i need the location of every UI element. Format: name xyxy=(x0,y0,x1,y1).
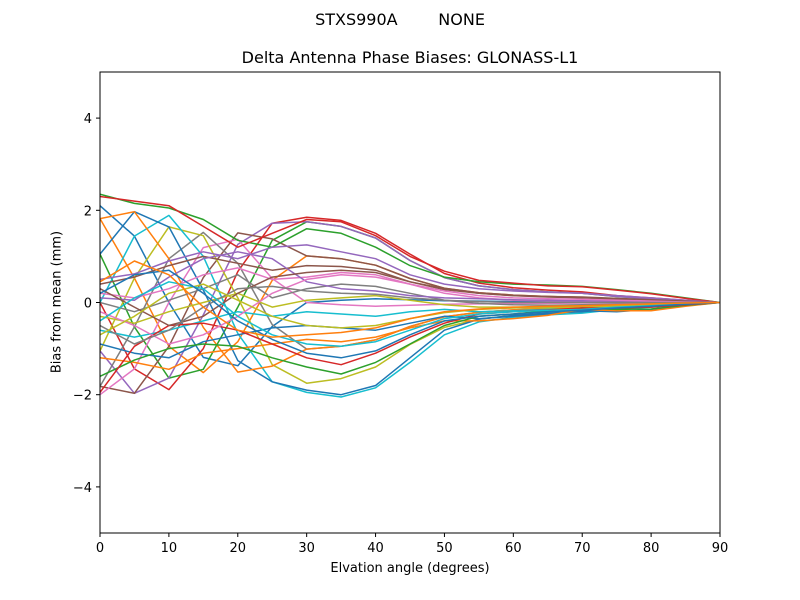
x-tick: 80 xyxy=(643,533,660,556)
series-line-az345 xyxy=(100,301,720,393)
y-tick: 2 xyxy=(84,204,100,219)
x-tick: 20 xyxy=(230,533,247,556)
y-axis-ticks: −4 −2 0 2 4 xyxy=(73,112,100,496)
y-tick: 0 xyxy=(84,297,100,312)
series-line-az050 xyxy=(100,269,720,327)
series-line-az320 xyxy=(100,260,720,338)
y-tick: −2 xyxy=(73,389,100,404)
series-line-az255 xyxy=(100,301,720,359)
y-tick-label: −2 xyxy=(73,389,92,404)
x-tick-label: 80 xyxy=(643,541,660,556)
figure-suptitle: STXS990A NONE xyxy=(315,10,485,29)
series-line-az045 xyxy=(100,195,720,304)
x-tick-label: 40 xyxy=(367,541,384,556)
series-line-az290 xyxy=(100,269,720,359)
x-tick-label: 0 xyxy=(96,541,104,556)
x-tick-label: 30 xyxy=(298,541,315,556)
series-line-az315 xyxy=(100,301,720,377)
series-line-az250 xyxy=(100,281,720,348)
series-line-az195 xyxy=(100,292,720,324)
x-tick: 40 xyxy=(367,533,384,556)
x-tick-label: 60 xyxy=(505,541,522,556)
x-tick: 10 xyxy=(161,533,178,556)
y-tick: 4 xyxy=(84,112,100,127)
y-tick: −4 xyxy=(73,481,100,496)
series-line-az285 xyxy=(100,301,720,371)
x-tick-label: 10 xyxy=(161,541,178,556)
series-line-az120 xyxy=(100,221,720,395)
x-tick: 50 xyxy=(436,533,453,556)
series-line-az010 xyxy=(100,251,720,304)
y-tick-label: 4 xyxy=(84,112,92,127)
x-tick-label: 50 xyxy=(436,541,453,556)
y-tick-label: 2 xyxy=(84,204,92,219)
x-tick-label: 20 xyxy=(230,541,247,556)
series-line-az100 xyxy=(100,274,720,345)
x-axis-ticks: 0 10 20 30 40 50 60 70 80 90 xyxy=(96,533,728,556)
x-tick: 0 xyxy=(96,533,104,556)
x-tick: 30 xyxy=(298,533,315,556)
chart-title: Delta Antenna Phase Biases: GLONASS-L1 xyxy=(241,48,579,67)
y-tick-label: 0 xyxy=(84,297,92,312)
x-tick-label: 70 xyxy=(574,541,591,556)
x-tick: 70 xyxy=(574,533,591,556)
y-tick-label: −4 xyxy=(73,481,92,496)
x-tick-label: 90 xyxy=(712,541,729,556)
data-lines xyxy=(100,193,720,398)
series-line-az075 xyxy=(100,244,720,304)
x-tick: 60 xyxy=(505,533,522,556)
x-axis-label: Elvation angle (degrees) xyxy=(330,561,490,576)
x-tick: 90 xyxy=(712,533,729,556)
